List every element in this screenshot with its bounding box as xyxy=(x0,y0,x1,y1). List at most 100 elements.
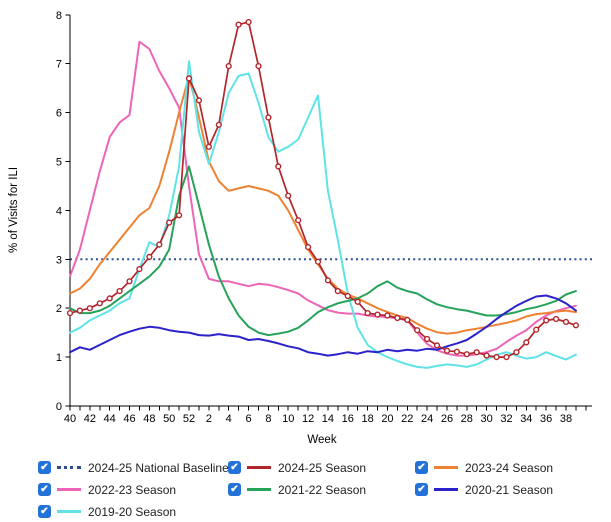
y-tick-label: 0 xyxy=(56,401,62,413)
data-point-marker xyxy=(334,288,341,295)
data-point-marker xyxy=(235,21,242,28)
y-tick-label: 2 xyxy=(56,303,62,315)
data-point-marker xyxy=(195,97,203,104)
legend-checkbox[interactable]: ✔ xyxy=(38,505,51,518)
x-tick-label: 12 xyxy=(302,413,314,425)
legend-line-swatch xyxy=(57,510,81,513)
x-tick-label: 30 xyxy=(481,413,493,425)
data-point-marker xyxy=(245,19,252,26)
y-tick-label: 4 xyxy=(56,205,62,217)
data-point-marker xyxy=(483,352,490,359)
legend-item-2021-22-season[interactable]: ✔ 2021-22 Season xyxy=(228,482,415,497)
y-tick-label: 3 xyxy=(56,254,62,266)
legend-label: 2019-20 Season xyxy=(88,504,177,519)
legend-item-2024-25-season[interactable]: ✔ 2024-25 Season xyxy=(228,460,415,475)
x-tick-label: 26 xyxy=(441,413,453,425)
series-line-2020-21-season xyxy=(69,294,577,357)
data-point-marker xyxy=(205,143,213,150)
x-tick-label: 38 xyxy=(560,413,572,425)
legend-item-2024-25-national-baseline[interactable]: ✔ 2024-25 National Baseline xyxy=(38,460,229,475)
data-point-marker xyxy=(96,300,103,307)
x-tick-label: 50 xyxy=(163,413,175,425)
data-point-marker xyxy=(324,277,332,284)
legend-checkbox[interactable]: ✔ xyxy=(415,461,428,474)
legend-item-2023-24-season[interactable]: ✔ 2023-24 Season xyxy=(415,460,611,475)
legend-checkbox[interactable]: ✔ xyxy=(228,461,241,474)
legend-line-swatch xyxy=(247,488,271,491)
data-point-marker xyxy=(76,307,84,314)
legend-checkbox[interactable]: ✔ xyxy=(415,483,428,496)
data-point-marker xyxy=(493,354,500,361)
data-point-marker xyxy=(513,349,520,356)
legend-line-swatch xyxy=(247,466,271,469)
x-axis-title: Week xyxy=(307,434,336,446)
data-point-marker xyxy=(453,348,461,355)
x-tick-label: 48 xyxy=(143,413,155,425)
x-tick-label: 44 xyxy=(104,413,116,425)
data-point-marker xyxy=(364,310,371,317)
data-point-marker xyxy=(443,347,451,354)
y-tick-label: 5 xyxy=(56,157,62,169)
x-tick-label: 16 xyxy=(342,413,354,425)
legend-line-swatch xyxy=(57,466,81,469)
data-point-marker xyxy=(265,114,272,121)
data-point-marker xyxy=(116,288,123,295)
legend-item-2020-21-season[interactable]: ✔ 2020-21 Season xyxy=(415,482,611,497)
legend-line-swatch xyxy=(434,466,458,469)
data-point-marker xyxy=(344,292,351,300)
series-line-2024-25-season xyxy=(69,21,577,358)
data-point-marker xyxy=(433,342,441,349)
data-point-marker xyxy=(225,62,232,70)
data-point-marker xyxy=(523,339,530,346)
x-tick-label: 10 xyxy=(282,413,294,425)
data-point-marker xyxy=(503,354,510,361)
x-tick-label: 52 xyxy=(183,413,195,425)
x-tick-label: 4 xyxy=(226,413,232,425)
data-point-marker xyxy=(384,312,391,319)
legend-label: 2024-25 National Baseline xyxy=(88,460,229,475)
x-tick-label: 2 xyxy=(206,413,212,425)
data-point-marker xyxy=(255,62,262,70)
chart-legend: ✔ 2024-25 National Baseline ✔ 2024-25 Seaso… xyxy=(0,460,611,519)
legend-label: 2020-21 Season xyxy=(465,482,554,497)
data-point-marker xyxy=(394,314,401,322)
x-tick-label: 28 xyxy=(461,413,473,425)
data-point-marker xyxy=(533,326,540,333)
ili-line-chart: 0 1 2 3 4 5 6 7 8 40 42 44 46 48 50 52 2 4 6 8 10 12 14 16 18 20 2… xyxy=(8,10,592,446)
x-tick-label: 34 xyxy=(520,413,532,425)
data-point-marker xyxy=(404,316,411,324)
data-point-marker xyxy=(543,317,550,324)
data-point-marker xyxy=(176,212,183,219)
legend-checkbox[interactable]: ✔ xyxy=(228,483,241,496)
data-point-marker xyxy=(463,351,470,358)
data-point-marker xyxy=(473,349,480,356)
data-point-marker xyxy=(146,253,153,261)
data-point-marker xyxy=(295,217,302,224)
y-tick-label: 8 xyxy=(56,10,62,22)
data-point-marker xyxy=(424,335,431,343)
x-tick-label: 6 xyxy=(245,413,251,425)
x-tick-label: 46 xyxy=(123,413,135,425)
data-point-marker xyxy=(106,295,113,302)
x-tick-label: 18 xyxy=(361,413,373,425)
legend-item-2019-20-season[interactable]: ✔ 2019-20 Season xyxy=(38,504,228,519)
data-point-marker xyxy=(285,192,292,199)
data-point-marker xyxy=(562,318,570,326)
x-tick-label: 24 xyxy=(421,413,433,425)
series-line-2021-22-season xyxy=(69,165,577,337)
data-point-marker xyxy=(414,327,421,334)
legend-checkbox[interactable]: ✔ xyxy=(38,461,51,474)
x-tick-label: 22 xyxy=(401,413,413,425)
legend-checkbox[interactable]: ✔ xyxy=(38,483,51,496)
legend-line-swatch xyxy=(57,488,81,491)
data-point-marker xyxy=(374,311,381,318)
legend-item-2022-23-season[interactable]: ✔ 2022-23 Season xyxy=(38,482,228,497)
x-tick-label: 42 xyxy=(84,413,96,425)
data-point-marker xyxy=(275,163,282,170)
y-axis-title: % of Visits for ILI xyxy=(8,167,20,253)
data-point-marker xyxy=(215,121,222,128)
data-point-marker xyxy=(136,266,143,273)
axes xyxy=(65,14,592,411)
legend-label: 2021-22 Season xyxy=(278,482,367,497)
data-point-marker xyxy=(572,322,580,329)
